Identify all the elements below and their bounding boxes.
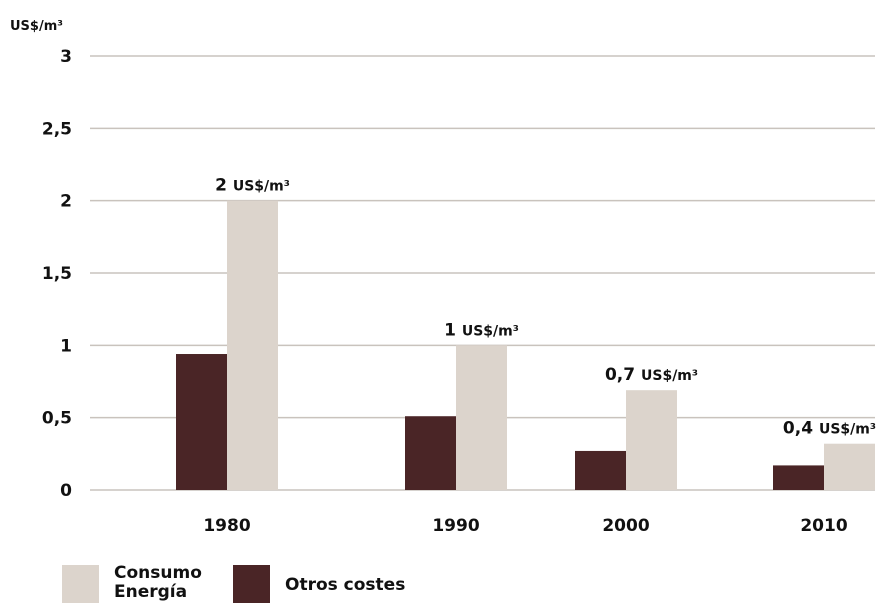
bar-chart: US$/m³ 0 0,5 1 1,5 2 2,5 3 2 US$/m³ 1 US$/m³ 0,7… [10, 19, 876, 536]
data-label-2000: 0,7 US$/m³ [605, 365, 698, 385]
x-category-label: 2000 [602, 516, 649, 536]
bar-consumo-energia-2000 [626, 390, 677, 490]
x-category-label: 2010 [800, 516, 847, 536]
y-tick-label: 3 [60, 47, 72, 67]
y-tick-label: 2,5 [42, 119, 72, 139]
data-labels: 2 US$/m³ 1 US$/m³ 0,7 US$/m³ 0,4 US$/m³ [215, 176, 876, 439]
x-axis-categories: 1980 1990 2000 2010 [203, 516, 847, 536]
legend-swatch-otros-costes [233, 565, 270, 603]
legend-swatch-consumo-energia [62, 565, 99, 603]
bar-consumo-energia-1980 [227, 200, 278, 490]
x-category-label: 1980 [203, 516, 250, 536]
x-category-label: 1990 [432, 516, 479, 536]
legend-label-otros-costes: Otros costes [285, 575, 406, 595]
y-tick-label: 1,5 [42, 264, 72, 284]
bar-consumo-energia-1990 [456, 345, 507, 490]
y-axis-ticks: 0 0,5 1 1,5 2 2,5 3 [42, 47, 72, 501]
legend-label-consumo-energia: Consumo Energía [114, 563, 202, 602]
bar-otros-costes-1990 [405, 416, 456, 490]
data-label-2010: 0,4 US$/m³ [783, 419, 876, 439]
bar-otros-costes-2010 [773, 465, 824, 490]
data-label-1990: 1 US$/m³ [444, 320, 519, 340]
legend: Consumo Energía Otros costes [0, 560, 879, 603]
y-axis-unit-label: US$/m³ [10, 19, 63, 34]
bar-otros-costes-1980 [176, 354, 227, 490]
y-tick-label: 0 [60, 481, 72, 501]
data-label-1980: 2 US$/m³ [215, 176, 290, 196]
y-tick-label: 2 [60, 192, 72, 212]
bar-otros-costes-2000 [575, 450, 626, 490]
bars [176, 200, 875, 490]
y-tick-label: 1 [60, 336, 72, 356]
y-tick-label: 0,5 [42, 409, 72, 429]
bar-consumo-energia-2010 [824, 443, 875, 490]
